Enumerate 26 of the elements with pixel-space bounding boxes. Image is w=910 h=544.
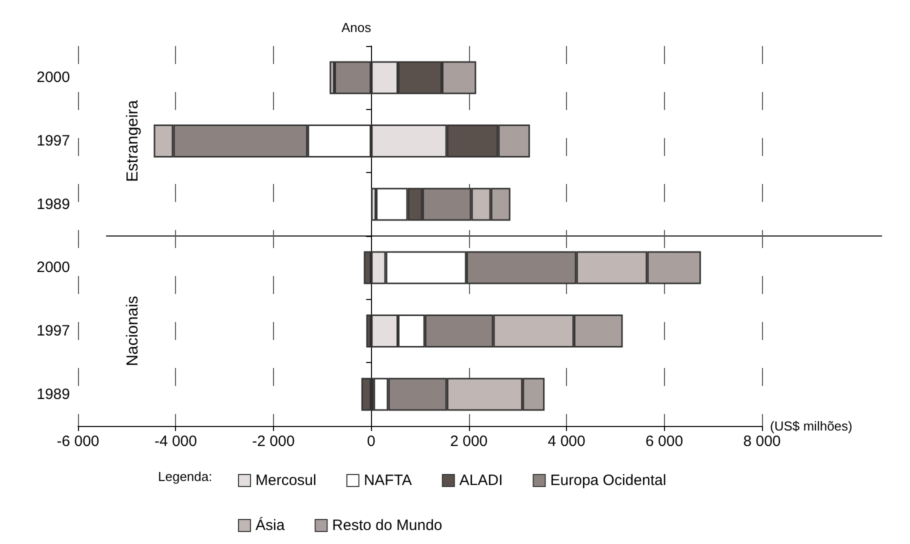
x-axis-title: (US$ milhões) bbox=[770, 418, 852, 434]
y-tick-label: 1989 bbox=[36, 196, 70, 213]
x-tick-label: -6 000 bbox=[56, 433, 100, 450]
y-tick-label: 2000 bbox=[36, 69, 70, 86]
legend-title: Legenda: bbox=[158, 469, 212, 484]
y-tick-label: 2000 bbox=[36, 259, 70, 276]
y-tick-label: 1997 bbox=[36, 322, 70, 340]
legend-label: ALADI bbox=[459, 472, 503, 489]
annotation: Nacionais bbox=[124, 296, 142, 366]
annotation: Estrangeira bbox=[124, 100, 142, 182]
bar bbox=[361, 378, 372, 411]
x-tick-label: -2 000 bbox=[252, 433, 295, 450]
y-axis-title: Anos bbox=[342, 20, 372, 35]
legend-label: Europa Ocidental bbox=[550, 472, 666, 489]
legend-label: Resto do Mundo bbox=[332, 517, 442, 534]
y-tick-label: 1997 bbox=[36, 132, 70, 150]
legend-label: Ásia bbox=[256, 516, 286, 534]
x-tick-label: 8 000 bbox=[743, 433, 781, 450]
x-tick-label: -4 000 bbox=[154, 433, 197, 450]
y-tick-label: 1989 bbox=[36, 386, 70, 403]
x-tick-label: 6 000 bbox=[646, 433, 684, 450]
x-tick-label: 4 000 bbox=[548, 433, 586, 450]
x-tick-label: 0 bbox=[366, 433, 376, 450]
legend-label: NAFTA bbox=[364, 472, 412, 489]
legend-label: Mercosul bbox=[256, 472, 316, 489]
x-tick-label: 2 000 bbox=[450, 433, 488, 450]
